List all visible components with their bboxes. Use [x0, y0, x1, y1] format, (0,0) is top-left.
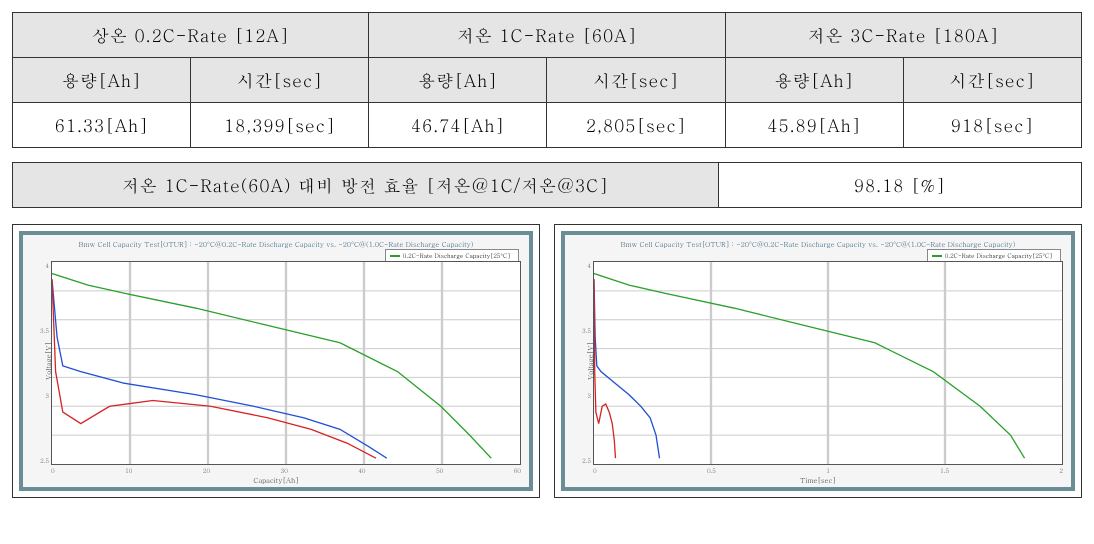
td-5: 918[sec] [903, 103, 1081, 148]
chart-row: Bmw Cell Capacity Test[OTUR] : -20°C@0.2… [12, 224, 1082, 498]
th-group-1: 저온 1C-Rate [60A] [369, 13, 725, 58]
th-sub-4: 용량[Ah] [725, 58, 903, 103]
chart-right-xlabel: Time[sec] [800, 475, 836, 485]
th-sub-1: 시간[sec] [191, 58, 369, 103]
td-3: 2,805[sec] [547, 103, 725, 148]
th-group-0: 상온 0.2C-Rate [12A] [13, 13, 369, 58]
chart-left: Bmw Cell Capacity Test[OTUR] : -20°C@0.2… [19, 231, 533, 491]
chart-right-title: Bmw Cell Capacity Test[OTUR] : -20°C@0.2… [571, 239, 1065, 249]
th-sub-3: 시간[sec] [547, 58, 725, 103]
chart-left-frame: Bmw Cell Capacity Test[OTUR] : -20°C@0.2… [12, 224, 540, 498]
legend-swatch-green-r [932, 255, 942, 257]
chart-left-title: Bmw Cell Capacity Test[OTUR] : -20°C@0.2… [29, 239, 523, 249]
chart-left-xticks: 0102030405060 [51, 466, 521, 475]
efficiency-value: 98.18 [%] [718, 163, 1081, 208]
td-4: 45.89[Ah] [725, 103, 903, 148]
chart-right-svg [594, 262, 1062, 464]
chart-left-xlabel: Capacity[Ah] [253, 475, 298, 485]
chart-left-svg [52, 262, 520, 464]
th-group-2: 저온 3C-Rate [180A] [725, 13, 1081, 58]
chart-right: Bmw Cell Capacity Test[OTUR] : -20°C@0.2… [561, 231, 1075, 491]
chart-right-yticks: 2.533.54 [575, 261, 591, 465]
efficiency-table: 저온 1C-Rate(60A) 대비 방전 효율 [저온@1C/저온@3C] 9… [12, 162, 1082, 208]
legend-swatch-green [390, 255, 400, 257]
th-sub-2: 용량[Ah] [369, 58, 547, 103]
crate-table: 상온 0.2C-Rate [12A] 저온 1C-Rate [60A] 저온 3… [12, 12, 1082, 148]
td-0: 61.33[Ah] [13, 103, 191, 148]
th-sub-5: 시간[sec] [903, 58, 1081, 103]
chart-right-frame: Bmw Cell Capacity Test[OTUR] : -20°C@0.2… [554, 224, 1082, 498]
chart-right-xticks: 00.511.52 [593, 466, 1063, 475]
chart-right-plot [593, 261, 1063, 465]
th-sub-0: 용량[Ah] [13, 58, 191, 103]
efficiency-label: 저온 1C-Rate(60A) 대비 방전 효율 [저온@1C/저온@3C] [13, 163, 719, 208]
td-1: 18,399[sec] [191, 103, 369, 148]
chart-left-yticks: 2.533.54 [33, 261, 49, 465]
td-2: 46.74[Ah] [369, 103, 547, 148]
chart-left-plot [51, 261, 521, 465]
